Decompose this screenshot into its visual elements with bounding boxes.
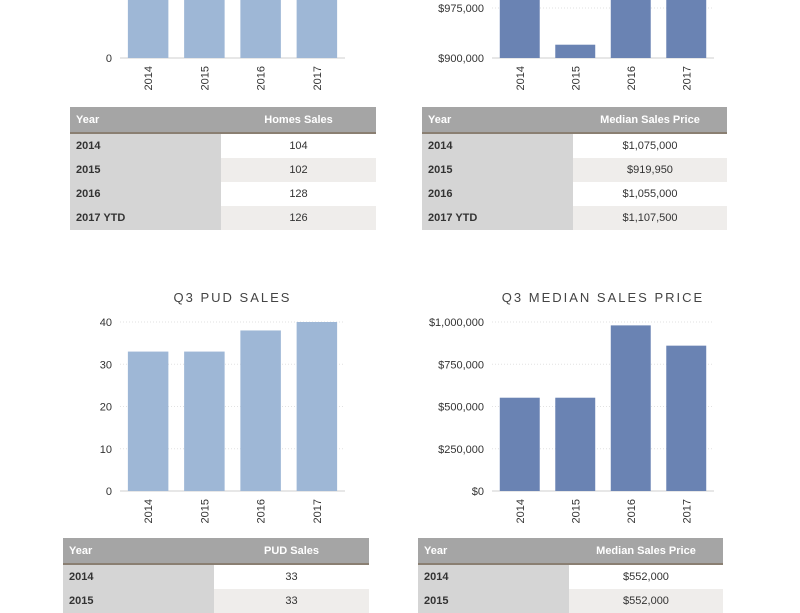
chart-panel-median-price: $900,000 $975,000 2014 2015 2016 2017 Year Me… [0,0,800,300]
x-tick-label: 2017 [312,499,324,523]
table-header-value: Homes Sales [221,107,376,134]
bar [610,325,651,491]
table-row: 2015 $552,000 [418,589,723,613]
row-value: $1,107,500 [573,206,727,230]
x-tick-label: 2017 [681,499,693,523]
bar [184,0,225,58]
table-row: 2017 YTD 126 [70,206,376,230]
bar [240,0,281,58]
x-tick-label: 2017 [681,66,693,90]
x-tick-label: 2016 [256,66,268,90]
x-tick-label: 2014 [143,66,155,90]
row-value: $552,000 [569,589,723,613]
row-label: 2014 [422,133,573,158]
median-price-table: Year Median Sales Price 2014 $1,075,000 … [422,107,727,230]
y-tick-label: $500,000 [438,402,484,414]
table-header-value: Median Sales Price [573,107,727,134]
y-tick-label: $900,000 [438,53,484,65]
y-tick-label: $975,000 [438,3,484,15]
row-value: $552,000 [569,564,723,589]
x-tick-label: 2015 [570,499,582,523]
y-tick-label: $750,000 [438,359,484,371]
bar [666,0,707,58]
y-tick-label: 20 [100,402,112,414]
row-label: 2014 [63,564,214,589]
row-label: 2016 [70,182,221,206]
bar-chart: $0 $250,000 $500,000 $750,000 $1,000,000 2014… [429,317,714,523]
table-header-value: PUD Sales [214,538,369,565]
row-label: 2016 [422,182,573,206]
table-row: 2015 102 [70,158,376,182]
bar [555,397,596,491]
bar [127,351,169,491]
x-tick-label: 2015 [199,66,211,90]
row-label: 2015 [422,158,573,182]
bar [555,44,596,58]
y-tick-label: $1,000,000 [429,317,484,329]
bar [499,397,540,491]
row-value: 126 [221,206,376,230]
table-row: 2014 33 [63,564,369,589]
row-value: 104 [221,133,376,158]
chart-title: Q3 MEDIAN SALES PRICE [501,290,705,305]
table-row: 2016 128 [70,182,376,206]
x-tick-label: 2015 [199,499,211,523]
bar [666,345,707,491]
bar [296,322,338,491]
bar-chart: $900,000 $975,000 2014 2015 2016 2017 [438,0,714,90]
bar-chart: 032.52014201520162017 [106,0,345,90]
x-tick-label: 2016 [256,499,268,523]
table-row: 2015 $919,950 [422,158,727,182]
x-tick-label: 2015 [570,66,582,90]
bar [296,0,338,58]
x-tick-label: 2016 [626,499,638,523]
row-label: 2017 YTD [422,206,573,230]
row-value: $919,950 [573,158,727,182]
table-header-year: Year [422,107,573,134]
row-label: 2014 [418,564,569,589]
y-tick-label: 40 [100,317,112,329]
x-tick-label: 2017 [312,66,324,90]
row-label: 2015 [70,158,221,182]
row-value: 128 [221,182,376,206]
table-header-year: Year [63,538,214,565]
table-header-value: Median Sales Price [569,538,723,565]
row-value: 102 [221,158,376,182]
table-row: 2014 $552,000 [418,564,723,589]
y-tick-label: 0 [106,53,112,65]
x-tick-label: 2014 [143,499,155,523]
table-row: 2014 104 [70,133,376,158]
q3-median-price-table: Year Median Sales Price 2014 $552,000 20… [418,538,723,613]
chart-panel-home-sales: 032.52014201520162017 Year Homes Sales 2… [0,0,400,300]
chart-title: Q3 PUD SALES [173,290,292,305]
bar [240,330,281,491]
bar [184,351,225,491]
bar [499,0,540,58]
row-value: 33 [214,564,369,589]
table-row: 2017 YTD $1,107,500 [422,206,727,230]
row-label: 2014 [70,133,221,158]
y-tick-label: 0 [106,486,112,498]
table-row: 2014 $1,075,000 [422,133,727,158]
table-row: 2016 $1,055,000 [422,182,727,206]
table-header-year: Year [418,538,569,565]
bar [610,0,651,59]
row-value: $1,055,000 [573,182,727,206]
x-tick-label: 2014 [515,499,527,523]
y-tick-label: 10 [100,444,112,456]
y-tick-label: $0 [472,486,484,498]
home-sales-table: Year Homes Sales 2014 104 2015 102 2016 … [70,107,376,230]
row-label: 2015 [418,589,569,613]
table-header-year: Year [70,107,221,134]
y-tick-label: $250,000 [438,444,484,456]
bar [127,0,169,58]
y-tick-label: 30 [100,359,112,371]
row-label: 2017 YTD [70,206,221,230]
bar-chart: 0 10 20 30 40 2014 2015 2016 2017 [100,317,345,523]
row-value: $1,075,000 [573,133,727,158]
chart-panel-q3-median-price: Q3 MEDIAN SALES PRICE $0 $250,000 $500,000… [418,290,723,613]
x-tick-label: 2014 [515,66,527,90]
x-tick-label: 2016 [626,66,638,90]
